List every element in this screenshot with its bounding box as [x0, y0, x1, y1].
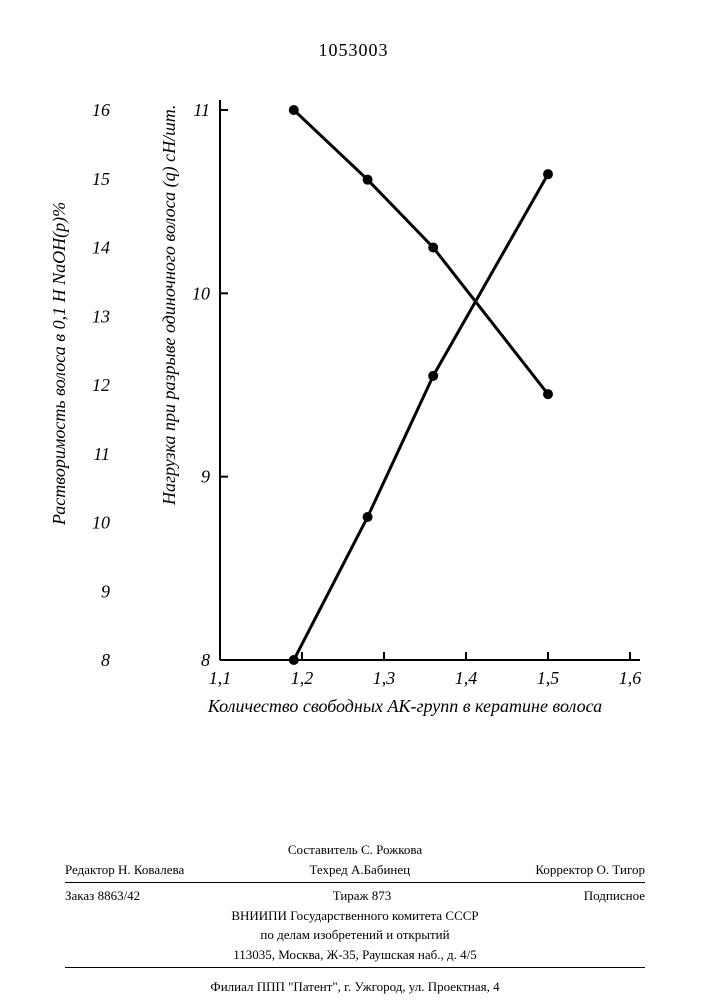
- org-line1: ВНИИПИ Государственного комитета СССР: [65, 906, 645, 926]
- address1: 113035, Москва, Ж-35, Раушская наб., д. …: [65, 945, 645, 965]
- order-prefix: Заказ: [65, 888, 94, 903]
- svg-text:Растворимость волоса в 0,1 Н N: Растворимость волоса в 0,1 Н NaOH(р)%: [49, 202, 70, 526]
- svg-text:11: 11: [93, 444, 110, 464]
- techred-prefix: Техред: [309, 862, 347, 877]
- svg-text:9: 9: [201, 467, 210, 487]
- svg-text:1,1: 1,1: [209, 668, 232, 688]
- branch: Филиал ППП "Патент", г. Ужгород, ул. Про…: [65, 977, 645, 997]
- editor-name: Н. Ковалева: [118, 862, 184, 877]
- footer-block: Составитель С. Рожкова Редактор Н. Ковал…: [65, 840, 645, 997]
- svg-text:1,6: 1,6: [619, 668, 642, 688]
- svg-text:13: 13: [92, 306, 110, 326]
- svg-text:10: 10: [192, 283, 210, 303]
- compiler-prefix: Составитель: [288, 842, 358, 857]
- divider2: [65, 967, 645, 968]
- chart: 1,1 1,2 1,3 1,4 1,5 1,6 8 9 10 11 8 9 10 11 12 13 14 15 16…: [40, 80, 660, 750]
- svg-text:9: 9: [101, 581, 110, 601]
- svg-text:8: 8: [201, 650, 210, 670]
- svg-text:8: 8: [101, 650, 110, 670]
- svg-text:12: 12: [92, 375, 110, 395]
- tirage-prefix: Тираж: [333, 888, 369, 903]
- svg-text:1,2: 1,2: [291, 668, 314, 688]
- org-line2: по делам изобретений и открытий: [65, 925, 645, 945]
- svg-text:Нагрузка при разрыве одиночног: Нагрузка при разрыве одиночного волоса (…: [159, 105, 180, 506]
- svg-text:1,3: 1,3: [373, 668, 396, 688]
- editor-prefix: Редактор: [65, 862, 115, 877]
- doc-number: 1053003: [0, 40, 707, 61]
- order-num: 8863/42: [98, 888, 141, 903]
- svg-text:15: 15: [92, 169, 110, 189]
- svg-text:16: 16: [92, 100, 110, 120]
- svg-text:Количество свободных АК-групп: Количество свободных АК-групп в кератине…: [207, 696, 602, 716]
- corrector-prefix: Корректор: [535, 862, 593, 877]
- corrector-name: О. Тигор: [597, 862, 645, 877]
- divider: [65, 882, 645, 883]
- techred-name: А.Бабинец: [351, 862, 410, 877]
- svg-text:1,5: 1,5: [537, 668, 560, 688]
- svg-text:10: 10: [92, 513, 110, 533]
- compiler-name: С. Рожкова: [361, 842, 422, 857]
- svg-text:14: 14: [92, 238, 110, 258]
- tirage-num: 873: [372, 888, 392, 903]
- svg-text:1,4: 1,4: [455, 668, 478, 688]
- svg-text:11: 11: [193, 100, 210, 120]
- subscription: Подписное: [584, 886, 645, 906]
